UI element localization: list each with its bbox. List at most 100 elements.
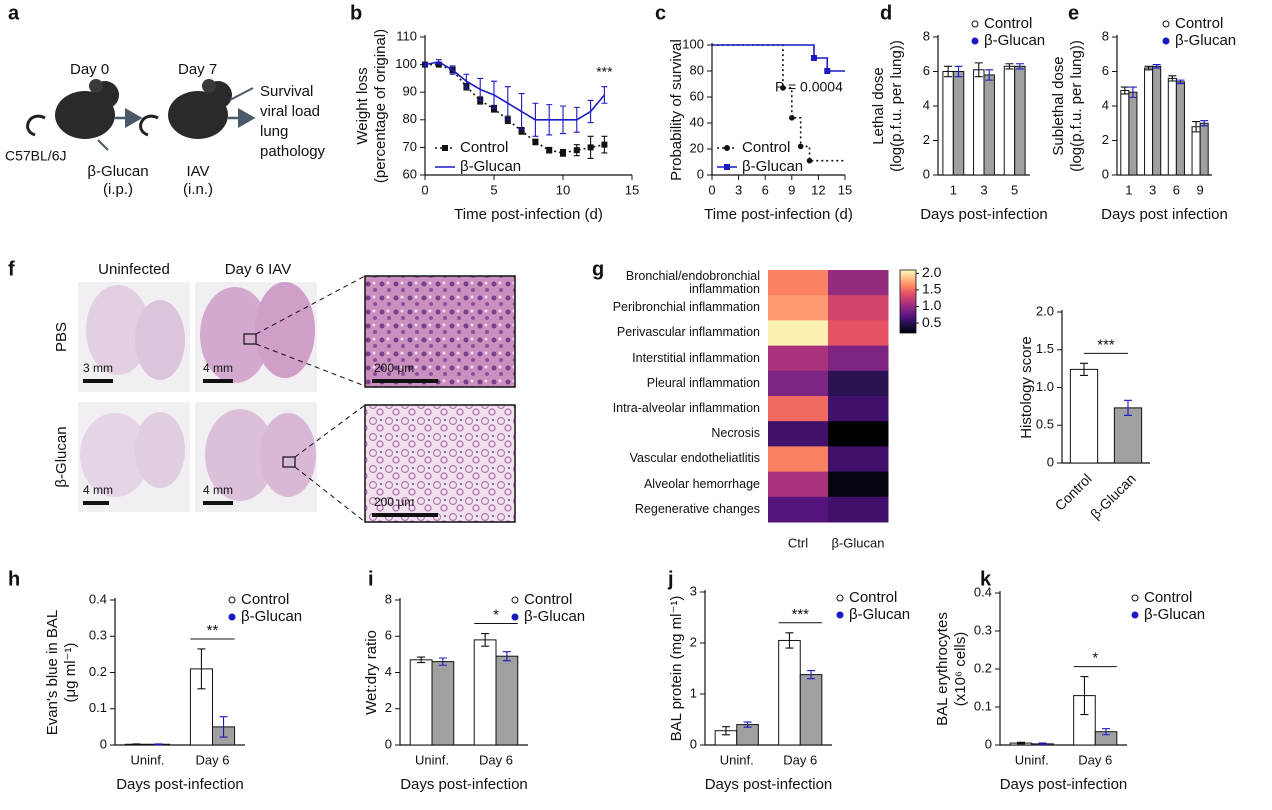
x-axis-label: Days post-infection: [705, 776, 833, 793]
error-bar: [807, 669, 816, 680]
x-tick-label: 15: [838, 182, 852, 197]
error-bar: [1015, 63, 1024, 70]
y-tick-label: 1.0: [1036, 379, 1054, 394]
error-bar: [518, 93, 525, 131]
legend-label: β-Glucan: [984, 32, 1045, 49]
x-tick-label: 15: [625, 182, 639, 197]
scale-bar-label: 3 mm: [83, 361, 113, 375]
x-tick-label: Uninf.: [720, 752, 754, 767]
legend-marker: [511, 596, 519, 604]
marker: [573, 147, 580, 154]
legend-label: β-Glucan: [849, 606, 910, 623]
y-axis-label: (x10⁶ cells): [952, 632, 969, 707]
legend-marker: [724, 145, 730, 151]
error-bar: [1038, 742, 1047, 746]
y-tick-label: 60: [690, 88, 704, 103]
heatmap-cell: [828, 320, 889, 347]
legend-label: β-Glucan: [742, 158, 803, 175]
y-tick-label: 20: [690, 140, 704, 155]
y-tick-label: 0: [985, 736, 992, 751]
error-bar: [438, 657, 447, 666]
error-bar: [154, 743, 163, 746]
y-axis-label: BAL erythrocytes: [934, 612, 951, 726]
scale-bar-label: 200 μm: [374, 361, 414, 375]
legend-label: β-Glucan: [241, 608, 302, 625]
x-axis-label: Days post-infection: [1000, 776, 1128, 793]
y-tick-label: 1.5: [1036, 341, 1054, 356]
y-tick-label: 2: [1102, 132, 1109, 147]
schematic-label: Survival: [260, 83, 313, 100]
y-tick-label: 2: [385, 700, 392, 715]
panel-label: c: [655, 2, 666, 24]
error-bar: [1120, 86, 1129, 95]
y-axis-label: Evan's blue in BAL: [44, 610, 61, 735]
panel-label: j: [667, 568, 674, 590]
annotation: *: [1092, 650, 1098, 667]
panel-label: a: [8, 2, 20, 24]
bar: [1144, 67, 1154, 176]
legend-label: Control: [1175, 15, 1223, 32]
series-line: [712, 44, 845, 72]
y-tick-label: 70: [403, 139, 417, 154]
bar: [1069, 368, 1099, 464]
legend-label: Control: [241, 591, 289, 608]
error-bar: [785, 632, 794, 649]
x-tick-label: Control: [1052, 470, 1095, 513]
x-tick-label: 5: [490, 182, 497, 197]
x-tick-label: 0: [708, 182, 715, 197]
error-bar: [417, 656, 426, 664]
annotation: **: [207, 622, 219, 639]
error-bar: [1128, 86, 1137, 98]
heatmap-cell: [768, 396, 829, 422]
legend-label: Control: [1144, 589, 1192, 606]
y-axis-label: Histology score: [1018, 336, 1035, 439]
heatmap-cell: [828, 396, 889, 422]
error-bar: [132, 743, 141, 746]
y-tick-label: 8: [923, 28, 930, 43]
heatmap-cell: [768, 320, 829, 347]
marker: [546, 147, 553, 154]
x-tick-label: 3: [735, 182, 742, 197]
y-tick-label: 0.3: [89, 628, 107, 643]
column-label: Uninfected: [98, 261, 170, 278]
y-axis-label: (log(p.f.u. per lung)): [888, 40, 905, 172]
y-tick-label: 1: [690, 685, 697, 700]
bar: [1175, 81, 1185, 176]
heatmap-cell: [768, 270, 829, 296]
error-bar: [422, 62, 428, 67]
heatmap-cell: [828, 471, 889, 498]
x-tick-label: 9: [1197, 182, 1204, 197]
y-tick-label: 8: [385, 591, 392, 606]
x-axis-label: Days post infection: [1101, 206, 1228, 223]
error-bar: [560, 105, 566, 135]
panel-label: f: [8, 258, 15, 280]
y-tick-label: 80: [690, 62, 704, 77]
legend-marker: [971, 20, 979, 28]
x-tick-label: Day 6: [196, 752, 230, 767]
pipette: [229, 87, 254, 101]
x-axis-label: Days post-infection: [920, 206, 1048, 223]
legend-marker: [228, 596, 236, 604]
panel-label: e: [1068, 2, 1079, 24]
y-tick-label: 6: [923, 63, 930, 78]
error-bar: [573, 106, 580, 133]
heatmap-cell: [828, 270, 889, 296]
colorbar-tick-label: 1.5: [922, 281, 942, 297]
y-tick-label: 0.2: [974, 660, 992, 675]
error-bar: [721, 726, 730, 736]
heatmap-cell: [768, 421, 829, 447]
legend-marker: [1131, 611, 1139, 619]
legend-label: Control: [742, 139, 790, 156]
error-bar: [435, 59, 442, 65]
y-axis-label: BAL protein (mg ml⁻¹): [668, 596, 685, 742]
marker: [587, 144, 594, 151]
schematic-label: (i.p.): [103, 181, 133, 198]
error-bar: [1102, 728, 1111, 736]
y-tick-label: 80: [403, 111, 417, 126]
error-bar: [1152, 64, 1161, 69]
x-axis-label: Days post-infection: [116, 776, 244, 793]
y-tick-label: 3: [690, 583, 697, 598]
x-tick-label: Day 6: [1078, 752, 1112, 767]
y-axis-label: (log(p.f.u. per lung)): [1068, 40, 1085, 172]
